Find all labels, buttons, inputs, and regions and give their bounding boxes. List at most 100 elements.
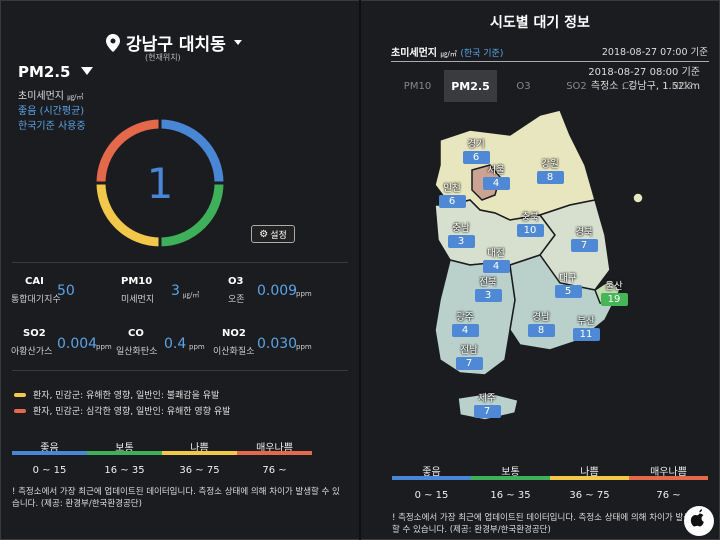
region-value: 8 — [527, 324, 555, 337]
tab-so2[interactable]: SO2 — [566, 80, 587, 92]
tab-pm25[interactable]: PM2.5 — [444, 70, 497, 102]
scale-very-bad: 매우나쁨 — [629, 460, 708, 479]
ring-segment-very-bad — [96, 119, 161, 184]
metric-pm10-unit: ㎍/㎥ — [183, 291, 200, 299]
region-gwangju[interactable]: 광주 4 — [447, 309, 483, 337]
region-jeju[interactable]: 제주 7 — [469, 390, 505, 418]
region-name: 부산 — [577, 316, 595, 327]
scale-range: 36 ~ 75 — [179, 465, 220, 476]
pollutant-name-label: 초미세먼지 — [18, 91, 64, 102]
region-incheon[interactable]: 인천 6 — [434, 180, 470, 208]
region-name: 서울 — [487, 165, 505, 176]
location-name: 강남구 대치동 — [126, 35, 226, 55]
metric-pm10-sub: 미세먼지 — [121, 295, 155, 305]
settings-button[interactable]: ⚙ 설정 — [251, 225, 295, 243]
metric-cai-code: CAI — [25, 276, 44, 287]
ring-segment-good — [159, 119, 224, 184]
scale-label: 나쁨 — [580, 467, 599, 478]
region-gangwon[interactable]: 강원 8 — [532, 156, 568, 184]
legend-swatch-yellow — [14, 393, 26, 397]
region-jeonnam[interactable]: 전남 7 — [451, 342, 487, 370]
tab-o3[interactable]: O3 — [516, 80, 531, 92]
region-value: 19 — [600, 293, 628, 306]
korea-map — [434, 109, 644, 421]
metric-so2-code: SO2 — [23, 328, 46, 339]
metric-so2-value: 0.004 — [57, 336, 98, 352]
tab-pm10[interactable]: PM10 — [403, 80, 432, 92]
region-shape-ulleung — [632, 192, 644, 204]
region-gyeongnam[interactable]: 경남 8 — [523, 309, 559, 337]
region-name: 인천 — [443, 183, 461, 194]
metric-no2-unit: ppm — [296, 343, 312, 351]
scale-label: 좋음 — [422, 467, 441, 478]
scale-label: 보통 — [115, 443, 134, 454]
metric-no2-value: 0.030 — [257, 336, 298, 352]
region-jeonbuk[interactable]: 전북 3 — [470, 274, 506, 302]
metric-o3-value: 0.009 — [257, 283, 298, 299]
standard-link[interactable]: 한국기준 사용중 — [18, 121, 86, 132]
region-name: 울산 — [605, 281, 623, 292]
region-gyeonggi[interactable]: 경기 6 — [458, 136, 494, 164]
region-name: 충남 — [452, 223, 470, 234]
scale-normal: 보통 — [87, 436, 162, 455]
region-name: 대구 — [559, 273, 577, 284]
scale-bar-normal — [87, 451, 162, 455]
region-daegu[interactable]: 대구 5 — [550, 270, 586, 298]
scale-range: 76 ~ — [656, 490, 681, 501]
region-value: 5 — [554, 285, 582, 298]
scale-label: 보통 — [501, 467, 520, 478]
region-value: 3 — [447, 235, 475, 248]
region-value: 4 — [482, 260, 510, 273]
data-notice: ! 측정소에서 가장 최근에 업데이트된 데이터입니다. 측정소 상태에 의해 … — [392, 513, 692, 535]
metric-o3-sub: 오존 — [228, 295, 245, 305]
location-subtitle: (현재위치) — [145, 53, 181, 62]
scale-label: 매우나쁨 — [650, 467, 687, 478]
region-value: 11 — [572, 328, 600, 341]
region-ulsan[interactable]: 울산 19 — [596, 278, 632, 306]
map-subtitle-unit: ㎍/㎥ — [440, 50, 457, 58]
gear-icon: ⚙ — [259, 228, 269, 240]
pollutant-unit: ㎍/㎥ — [67, 93, 84, 101]
ring-segment-normal — [159, 182, 224, 247]
location-pin-icon — [106, 33, 120, 52]
region-name: 경북 — [575, 227, 593, 238]
region-daejeon[interactable]: 대전 4 — [478, 245, 514, 273]
scale-range: 76 ~ — [262, 465, 287, 476]
scale-bar-very-bad — [629, 476, 708, 480]
legend-text: 환자, 민감군: 유해한 영향, 일반인: 불쾌감을 유발 — [33, 391, 220, 401]
location-selector[interactable]: 강남구 대치동 — [106, 30, 242, 55]
scale-good: 좋음 — [392, 460, 471, 479]
metric-so2-sub: 아황산가스 — [11, 347, 53, 357]
data-notice: ! 측정소에서 가장 최근에 업데이트된 데이터입니다. 측정소 상태에 의해 … — [12, 487, 340, 509]
map-standard: (한국 기준) — [460, 49, 504, 59]
region-value: 7 — [570, 239, 598, 252]
separator — [12, 370, 348, 371]
scale-bad: 나쁨 — [550, 460, 629, 479]
pollutant-selector[interactable]: PM2.5 — [18, 63, 93, 81]
index-ring-gauge: 1 — [95, 118, 225, 248]
region-chungnam[interactable]: 충남 3 — [443, 220, 479, 248]
ring-segment-bad — [96, 182, 161, 247]
region-name: 경기 — [467, 139, 485, 150]
metric-co-sub: 일산화탄소 — [116, 347, 158, 357]
tab-co[interactable]: CO — [622, 80, 637, 92]
region-name: 전남 — [460, 345, 478, 356]
left-datetime: 2018-08-27 08:00 기준 — [588, 67, 700, 78]
region-name: 제주 — [478, 393, 496, 404]
scale-bar-good — [12, 451, 87, 455]
map-subtitle-label: 초미세먼지 — [391, 48, 437, 59]
scale-bar-bad — [550, 476, 629, 480]
metric-cai-sub: 통합대기지수 — [11, 295, 61, 305]
region-seoul[interactable]: 서울 4 — [478, 162, 514, 190]
region-gyeongbuk[interactable]: 경북 7 — [566, 224, 602, 252]
region-name: 대전 — [487, 248, 505, 259]
metric-no2-sub: 이산화질소 — [213, 347, 255, 357]
region-value: 4 — [482, 177, 510, 190]
metric-o3-code: O3 — [228, 276, 244, 287]
region-name: 경남 — [532, 312, 550, 323]
region-chungbuk[interactable]: 충북 10 — [512, 209, 548, 237]
tab-no2[interactable]: NO2 — [671, 80, 694, 92]
scale-good: 좋음 — [12, 436, 87, 455]
region-name: 충북 — [521, 212, 539, 223]
region-busan[interactable]: 부산 11 — [568, 313, 604, 341]
